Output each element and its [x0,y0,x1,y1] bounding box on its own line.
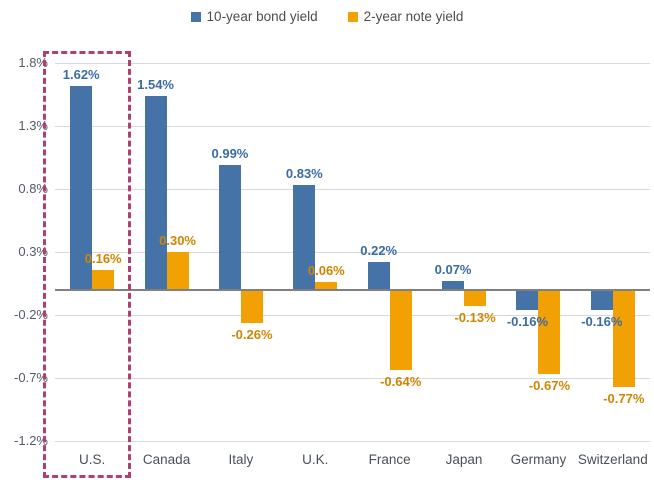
x-axis-category-label-france: France [368,452,411,467]
bar-value-label-2y-italy: -0.26% [231,326,273,342]
legend-label: 2-year note yield [363,9,464,24]
y-axis-tick-label: -1.2% [14,433,48,448]
bar-value-label-10y-switzerland: -0.16% [581,313,623,329]
x-axis-category-label-italy: Italy [228,452,254,467]
bar-10y-uk [293,185,316,290]
gridline [55,251,650,253]
bar-2y-italy [240,289,263,323]
bar-2y-us [92,269,115,290]
bar-value-label-2y-uk: 0.06% [307,263,345,279]
x-axis-category-label-uk: U.K. [302,452,329,467]
bar-value-label-10y-canada: 1.54% [137,76,174,92]
bar-2y-japan [464,289,487,307]
x-axis-category-label-us: U.S. [79,452,106,467]
gridline [55,314,650,316]
y-axis-tick-label: -0.7% [14,370,48,385]
y-axis-tick-label: 0.8% [18,181,48,196]
legend-label: 10-year bond yield [206,9,318,24]
legend-item-10-year-bond-yield[interactable]: 10-year bond yield [190,9,318,24]
bar-2y-uk [315,282,338,290]
bar-value-label-2y-us: 0.16% [84,250,122,266]
gridline [55,440,650,442]
gridline [55,62,650,64]
bar-value-label-10y-italy: 0.99% [211,146,249,162]
zero-axis-line [55,288,650,291]
x-axis-category-label-canada: Canada [142,452,191,467]
y-axis-tick-label: 0.3% [18,244,48,259]
bar-10y-canada [144,95,167,290]
x-axis-category-label-switzerland: Switzerland [577,452,648,467]
bar-10y-italy [218,165,241,290]
bar-value-label-10y-japan: 0.07% [434,261,472,277]
y-axis-tick-label: -0.2% [14,307,48,322]
bar-value-label-10y-us: 1.62% [62,66,100,82]
bar-value-label-2y-germany: -0.67% [528,378,571,394]
bar-2y-france [389,289,412,371]
legend-swatch-orange-icon [347,11,358,22]
us-highlight-box [43,51,131,478]
y-axis-tick-label: 1.8% [18,55,48,70]
bar-value-label-2y-canada: 0.30% [159,233,196,248]
gridline [55,125,650,127]
bar-10y-japan [442,280,465,290]
gridline [55,377,650,379]
bar-value-label-2y-switzerland: -0.77% [603,390,645,406]
bar-value-label-2y-france: -0.64% [380,374,422,390]
bar-10y-germany [516,289,539,310]
x-axis-category-label-germany: Germany [510,452,567,467]
bar-value-label-10y-france: 0.22% [360,243,398,259]
bar-value-label-10y-uk: 0.83% [285,166,323,182]
bar-10y-france [367,262,390,290]
x-axis-category-label-japan: Japan [445,452,483,467]
bar-10y-switzerland [590,289,613,310]
bar-2y-canada [166,252,189,290]
gridline [55,188,650,190]
bar-2y-germany [538,289,561,375]
chart-legend: 10-year bond yield 2-year note yield [0,9,654,24]
legend-swatch-blue-icon [190,11,201,22]
legend-item-2-year-note-yield[interactable]: 2-year note yield [347,9,464,24]
bar-10y-us [70,85,93,290]
bar-value-label-2y-japan: -0.13% [454,310,496,326]
y-axis-tick-label: 1.3% [18,118,48,133]
bar-value-label-10y-germany: -0.16% [506,313,549,329]
bar-2y-switzerland [612,289,635,387]
